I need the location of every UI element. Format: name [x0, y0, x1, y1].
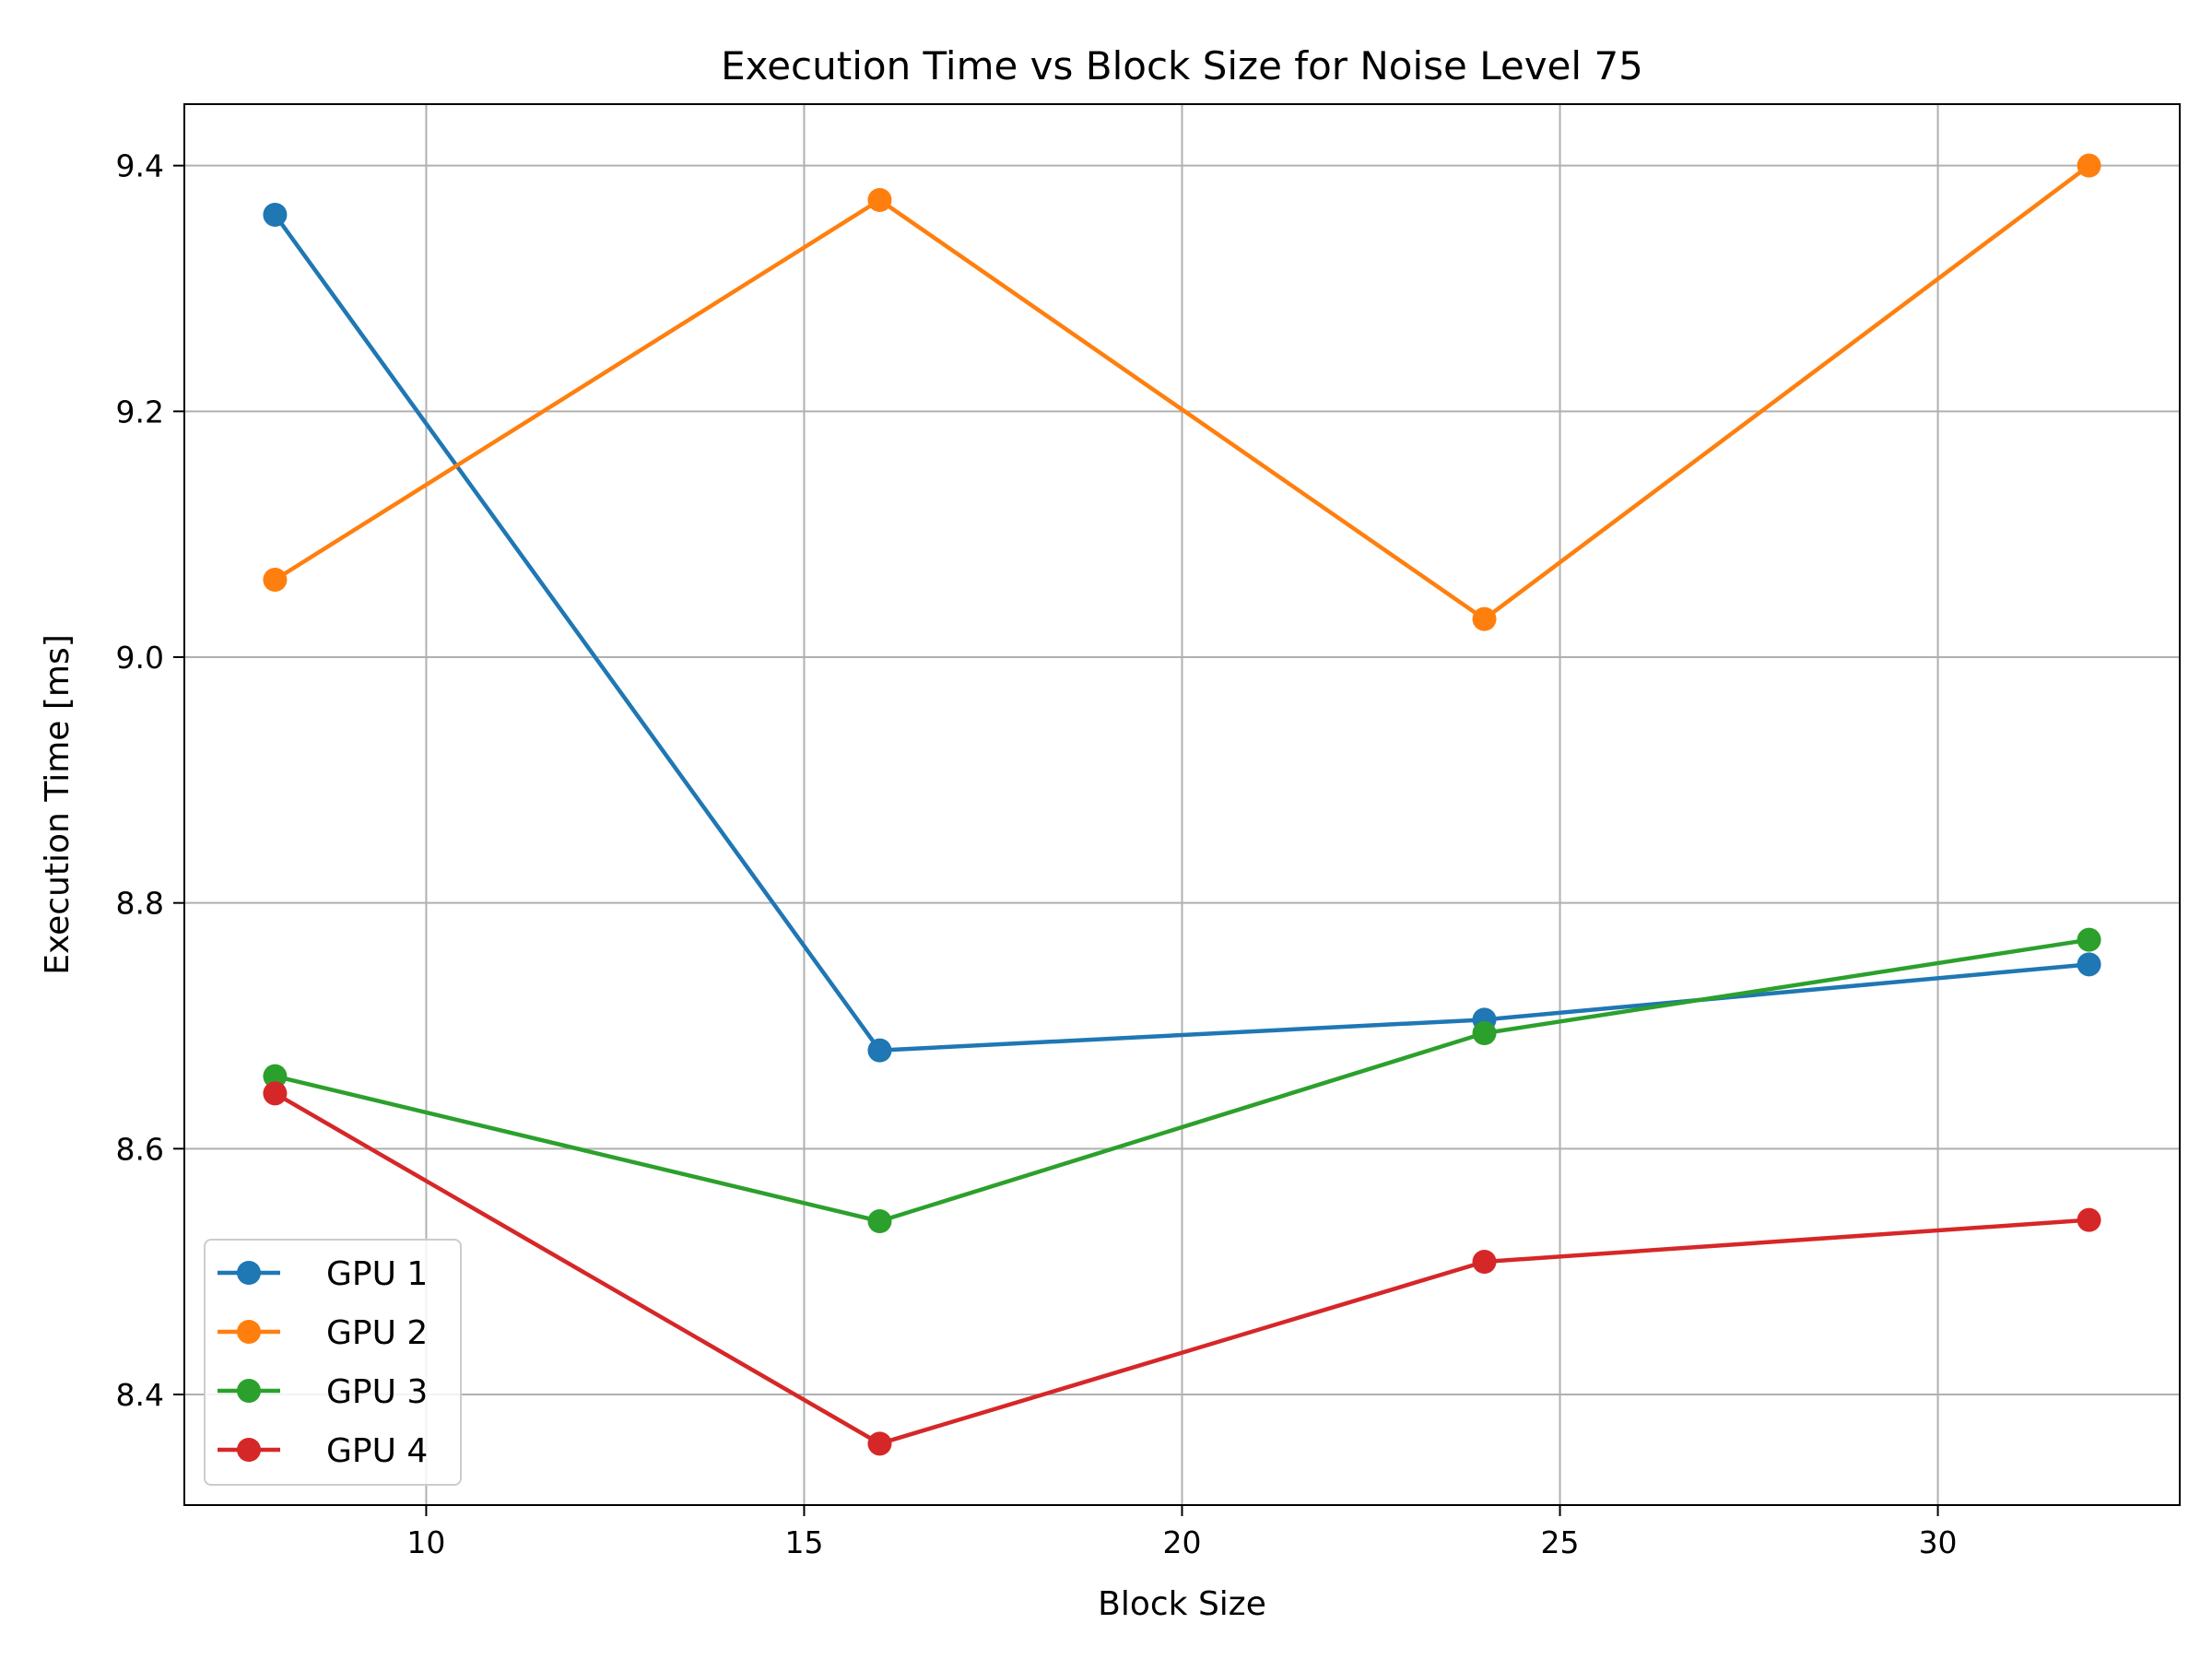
data-point [263, 203, 288, 227]
data-point [263, 1081, 288, 1106]
legend-label: GPU 1 [326, 1255, 428, 1293]
legend-marker [237, 1261, 261, 1285]
series-gpu-1 [263, 203, 2101, 1063]
data-point [263, 568, 288, 592]
series-gpu-2 [263, 153, 2101, 631]
x-tick-label: 20 [1163, 1524, 1202, 1560]
data-point [867, 1431, 892, 1456]
x-tick-label: 15 [784, 1524, 823, 1560]
series-line [274, 937, 2089, 1224]
series-layer [263, 153, 2101, 1456]
series-line [273, 213, 2089, 1053]
legend-box [204, 1239, 462, 1486]
legend: GPU 1 GPU 2 GPU 3 GPU 4 [204, 1239, 462, 1486]
chart-title: Execution Time vs Block Size for Noise L… [721, 43, 1643, 88]
data-point [263, 1064, 288, 1088]
data-point [2077, 1207, 2101, 1232]
legend-label: GPU 2 [326, 1314, 428, 1352]
legend-marker [237, 1320, 261, 1344]
legend-item-gpu-4: GPU 4 [218, 1432, 428, 1470]
legend-label: GPU 4 [326, 1432, 428, 1470]
data-point [2077, 153, 2101, 178]
y-tick-label: 8.6 [116, 1131, 164, 1167]
series-gpu-3 [263, 927, 2101, 1233]
y-tick-label: 8.4 [116, 1377, 164, 1413]
data-point [2077, 952, 2101, 977]
series-gpu-4 [263, 1081, 2101, 1456]
legend-label: GPU 3 [326, 1373, 428, 1411]
legend-item-gpu-1: GPU 1 [218, 1255, 428, 1293]
legend-item-gpu-3: GPU 3 [218, 1373, 428, 1411]
x-axis-label: Block Size [1098, 1585, 1266, 1623]
y-tick-label: 8.8 [116, 886, 164, 922]
x-tick-label: 30 [1919, 1524, 1958, 1560]
data-point [867, 188, 892, 212]
legend-item-gpu-2: GPU 2 [218, 1314, 428, 1352]
series-line [274, 163, 2090, 621]
legend-marker [237, 1379, 261, 1403]
data-point [867, 1209, 892, 1233]
data-point [1472, 1021, 1497, 1045]
x-tick-label: 10 [406, 1524, 445, 1560]
legend-marker [237, 1438, 261, 1462]
y-tick-label: 9.4 [116, 148, 164, 184]
x-tick-label: 25 [1541, 1524, 1580, 1560]
y-axis-label: Execution Time [ms] [39, 634, 76, 975]
series-line [274, 1091, 2089, 1446]
y-tick-label: 9.0 [116, 640, 164, 676]
data-point [1472, 1250, 1497, 1274]
y-tick-label: 9.2 [116, 394, 164, 429]
data-point [2077, 927, 2101, 952]
ticks: 10 15 20 25 30 8.4 8.6 8.8 9.0 9.2 9.4 [116, 148, 1958, 1560]
data-point [1472, 606, 1497, 631]
data-point [867, 1038, 892, 1063]
